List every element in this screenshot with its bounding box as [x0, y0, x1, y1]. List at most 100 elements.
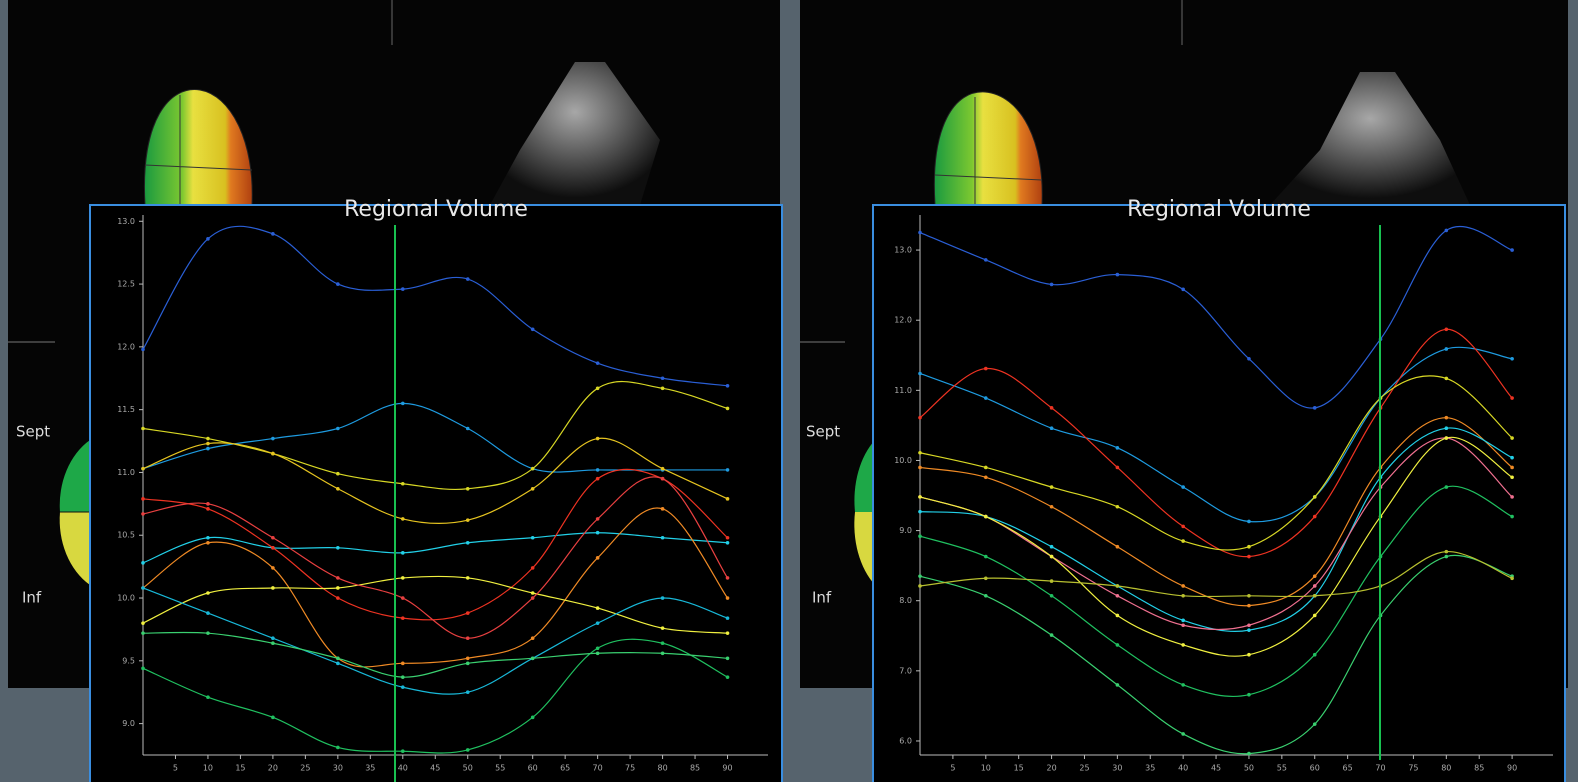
page: Sept Inf Sept Inf Regional Volume13.012.… [0, 0, 1578, 782]
data-point [466, 487, 470, 491]
data-point [1181, 525, 1185, 529]
data-point [336, 546, 340, 550]
data-point [206, 591, 210, 595]
y-tick-label: 13.0 [117, 217, 135, 226]
data-point [984, 258, 988, 262]
data-point [984, 396, 988, 400]
data-point [1116, 273, 1120, 277]
x-tick-label: 75 [625, 764, 635, 773]
data-point [1313, 722, 1317, 726]
data-point [1181, 539, 1185, 543]
data-point [206, 631, 210, 635]
x-tick-label: 55 [1277, 764, 1287, 773]
data-point [661, 626, 665, 630]
x-tick-label: 45 [430, 764, 440, 773]
data-point [1445, 550, 1449, 554]
data-point [596, 606, 600, 610]
y-tick-label: 12.0 [894, 316, 912, 325]
data-point [141, 512, 145, 516]
data-point [466, 636, 470, 640]
data-point [1050, 406, 1054, 410]
data-point [596, 531, 600, 535]
data-point [1247, 628, 1251, 632]
data-point [531, 487, 535, 491]
x-tick-label: 20 [1046, 764, 1056, 773]
x-tick-label: 35 [1145, 764, 1155, 773]
data-point [141, 586, 145, 590]
data-point [271, 636, 275, 640]
data-point [1510, 436, 1514, 440]
y-tick-label: 11.0 [894, 386, 912, 395]
data-point [336, 487, 340, 491]
data-point [661, 596, 665, 600]
data-point [726, 616, 730, 620]
data-point [401, 576, 405, 580]
data-point [1510, 515, 1514, 519]
x-tick-label: 65 [560, 764, 570, 773]
data-point [141, 427, 145, 431]
data-point [596, 517, 600, 521]
data-point [141, 631, 145, 635]
x-tick-label: 80 [1441, 764, 1451, 773]
data-point [336, 576, 340, 580]
data-point [466, 657, 470, 661]
data-point [661, 376, 665, 380]
x-tick-label: 70 [593, 764, 603, 773]
x-tick-label: 5 [950, 764, 955, 773]
data-point [336, 282, 340, 286]
data-point [1050, 555, 1054, 559]
data-point [466, 427, 470, 431]
data-point [466, 748, 470, 752]
data-point [918, 534, 922, 538]
x-tick-label: 60 [1310, 764, 1320, 773]
y-tick-label: 12.5 [117, 280, 135, 289]
data-point [271, 641, 275, 645]
x-tick-label: 80 [657, 764, 667, 773]
data-point [1247, 545, 1251, 549]
data-point [466, 576, 470, 580]
data-point [1247, 623, 1251, 627]
data-point [401, 685, 405, 689]
data-point [1181, 623, 1185, 627]
x-tick-label: 25 [1079, 764, 1089, 773]
chart-title: Regional Volume [1127, 197, 1311, 222]
data-point [1050, 505, 1054, 509]
y-tick-label: 9.5 [122, 656, 135, 665]
x-tick-label: 90 [722, 764, 732, 773]
data-point [1116, 584, 1120, 588]
data-point [531, 657, 535, 661]
data-point [726, 407, 730, 411]
data-point [401, 517, 405, 521]
y-tick-label: 6.0 [899, 736, 912, 745]
data-point [206, 237, 210, 241]
data-point [206, 442, 210, 446]
data-point [401, 287, 405, 291]
data-point [531, 566, 535, 570]
data-point [918, 416, 922, 420]
data-point [726, 657, 730, 661]
data-point [726, 675, 730, 679]
data-point [336, 427, 340, 431]
data-point [1445, 377, 1449, 381]
data-point [466, 611, 470, 615]
x-tick-label: 10 [203, 764, 213, 773]
data-point [271, 232, 275, 236]
data-point [531, 467, 535, 471]
data-point [401, 551, 405, 555]
x-tick-label: 30 [1112, 764, 1122, 773]
data-point [918, 584, 922, 588]
data-point [206, 507, 210, 511]
data-point [336, 746, 340, 750]
screenshot: Sept Inf Sept Inf Regional Volume13.012.… [0, 0, 1578, 782]
data-point [918, 495, 922, 499]
data-point [596, 361, 600, 365]
data-point [1313, 515, 1317, 519]
data-point [336, 586, 340, 590]
x-tick-label: 35 [365, 764, 375, 773]
data-point [206, 447, 210, 451]
data-point [984, 594, 988, 598]
data-point [596, 477, 600, 481]
data-point [918, 466, 922, 470]
data-point [206, 437, 210, 441]
y-tick-label: 12.0 [117, 342, 135, 351]
